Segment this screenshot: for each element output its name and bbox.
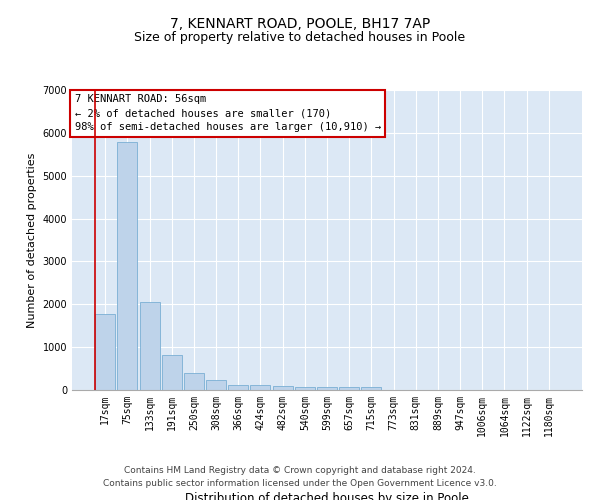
Text: Contains HM Land Registry data © Crown copyright and database right 2024.
Contai: Contains HM Land Registry data © Crown c… bbox=[103, 466, 497, 487]
Bar bbox=[295, 387, 315, 390]
X-axis label: Distribution of detached houses by size in Poole: Distribution of detached houses by size … bbox=[185, 492, 469, 500]
Bar bbox=[206, 380, 226, 390]
Y-axis label: Number of detached properties: Number of detached properties bbox=[27, 152, 37, 328]
Bar bbox=[162, 355, 182, 390]
Bar bbox=[95, 314, 115, 390]
Text: 7, KENNART ROAD, POOLE, BH17 7AP: 7, KENNART ROAD, POOLE, BH17 7AP bbox=[170, 18, 430, 32]
Bar bbox=[184, 374, 204, 390]
Bar bbox=[361, 388, 382, 390]
Bar bbox=[118, 142, 137, 390]
Bar bbox=[317, 387, 337, 390]
Text: 7 KENNART ROAD: 56sqm
← 2% of detached houses are smaller (170)
98% of semi-deta: 7 KENNART ROAD: 56sqm ← 2% of detached h… bbox=[74, 94, 381, 132]
Bar bbox=[140, 302, 160, 390]
Text: Size of property relative to detached houses in Poole: Size of property relative to detached ho… bbox=[134, 31, 466, 44]
Bar bbox=[228, 385, 248, 390]
Bar bbox=[339, 387, 359, 390]
Bar bbox=[250, 385, 271, 390]
Bar bbox=[272, 386, 293, 390]
